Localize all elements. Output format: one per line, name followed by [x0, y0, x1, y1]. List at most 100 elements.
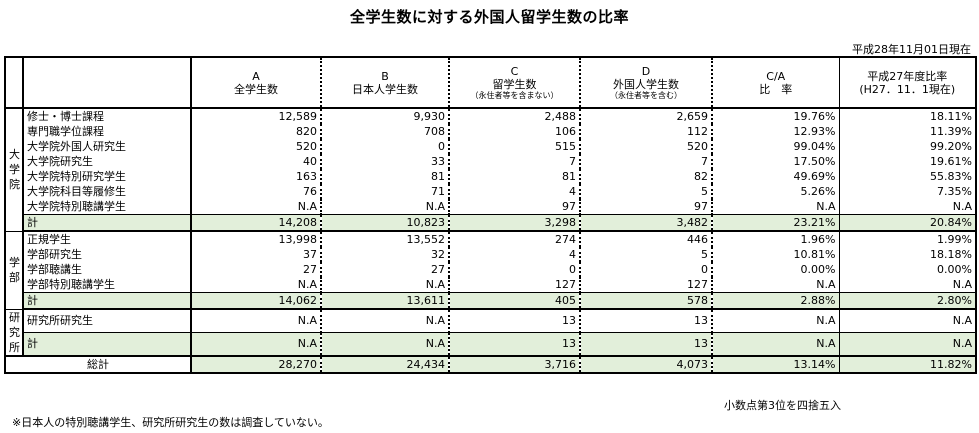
group-label-char: 研 — [9, 310, 20, 324]
header-col-ratio: C/A 比 率 — [712, 56, 840, 109]
col-subnote: （永住者等を含む） — [610, 90, 682, 100]
cell-b: 10,823 — [321, 214, 450, 232]
table-row: 大学院科目等履修生 76 71 4 5 5.26% 7.35% — [5, 184, 977, 199]
cell-a: 40 — [191, 154, 322, 169]
cell-prev: N.A — [839, 308, 977, 333]
footnote: ※日本人の特別聴講学生、研究所研究生の数は調査していない。 — [12, 416, 329, 429]
group-label-char: 院 — [9, 178, 20, 192]
cell-b: 13,552 — [321, 230, 450, 247]
cell-ratio: 23.21% — [712, 214, 840, 232]
cell-ratio: N.A — [712, 277, 840, 293]
cell-ratio: 1.96% — [712, 230, 840, 247]
cell-d: 520 — [580, 139, 713, 154]
row-label: 学部聴講生 — [23, 262, 192, 277]
cell-c: 106 — [449, 124, 581, 139]
cell-ratio: 49.69% — [712, 169, 840, 184]
cell-b: 32 — [321, 247, 450, 262]
table-row: 専門職学位課程 820 708 106 112 12.93% 11.39% — [5, 124, 977, 139]
cell-b: 71 — [321, 184, 450, 199]
cell-b: N.A — [321, 308, 450, 333]
col-code: C/A — [766, 69, 786, 83]
cell-a: 37 — [191, 247, 322, 262]
cell-prev: 20.84% — [839, 214, 977, 232]
cell-prev: 11.39% — [839, 124, 977, 139]
cell-d: 82 — [580, 169, 713, 184]
row-label: 大学院外国人研究生 — [23, 139, 192, 154]
rounding-note: 小数点第3位を四捨五入 — [724, 399, 841, 412]
grand-total-row: 総計 28,270 24,434 3,716 4,073 13.14% 11.82% — [4, 354, 977, 374]
cell-b: 0 — [321, 139, 450, 154]
cell-a: 14,062 — [191, 292, 322, 310]
cell-d: 3,482 — [580, 214, 713, 232]
table-row: 学部研究生 37 32 4 5 10.81% 18.18% — [5, 247, 977, 262]
cell-b: N.A — [321, 199, 450, 215]
cell-c: 13 — [449, 308, 581, 333]
cell-prev: 0.00% — [839, 262, 977, 277]
table-row: 研究所研究所研究生 N.A N.A 13 13 N.A N.A — [4, 308, 977, 356]
table-row: 大学院研究生 40 33 7 7 17.50% 19.61% — [5, 154, 977, 169]
as-of-date: 平成28年11月01日現在 — [852, 43, 971, 56]
cell-prev: 18.11% — [839, 108, 977, 124]
cell-ratio: 10.81% — [712, 247, 840, 262]
subtotal-row: 計 14,208 10,823 3,298 3,482 23.21% 20.84% — [5, 214, 977, 232]
table-row: 大学院特別聴講学生 N.A N.A 97 97 N.A N.A — [5, 199, 977, 215]
cell-b: 33 — [321, 154, 450, 169]
cell-ratio: 17.50% — [712, 154, 840, 169]
cell-c: 97 — [449, 199, 581, 215]
group-label-char: 部 — [9, 271, 20, 284]
cell-a: N.A — [191, 277, 322, 293]
table-row: 大学院修士・博士課程 12,589 9,930 2,488 2,659 19.76% 18.… — [4, 108, 977, 231]
row-label: 正規学生 — [23, 230, 192, 247]
cell-a: N.A — [191, 308, 322, 333]
group-label-char: 所 — [9, 340, 20, 354]
cell-c: 81 — [449, 169, 581, 184]
row-label: 研究所研究生 — [23, 308, 192, 333]
group-label: 学部 — [4, 230, 24, 309]
cell-a: 820 — [191, 124, 322, 139]
col-name: (H27．11．1現在) — [859, 82, 956, 96]
col-name: 外国人学生数 — [613, 77, 679, 91]
cell-a: N.A — [191, 199, 322, 215]
cell-b: 708 — [321, 124, 450, 139]
cell-d: 5 — [580, 247, 713, 262]
group-label: 研究所 — [4, 308, 24, 356]
page-title: 全学生数に対する外国人留学生数の比率 — [349, 8, 629, 26]
cell-ratio: N.A — [712, 308, 840, 333]
group-label-char: 究 — [9, 325, 20, 339]
table-row: 学部正規学生 13,998 13,552 274 446 1.96% 1.99% — [4, 230, 977, 309]
ratio-table: A 全学生数 B 日本人学生数 C 留学生数 （永住者等を含まない） D 外国人学生数 （永… — [4, 56, 977, 374]
cell-ratio: 19.76% — [712, 108, 840, 124]
header-col-d: D 外国人学生数 （永住者等を含む） — [580, 56, 713, 109]
group-label-char: 学 — [9, 163, 20, 177]
row-label: 大学院特別聴講学生 — [23, 199, 192, 215]
cell-c: 3,716 — [449, 354, 581, 374]
row-label: 大学院研究生 — [23, 154, 192, 169]
cell-prev: 18.18% — [839, 247, 977, 262]
col-name: 日本人学生数 — [352, 82, 418, 96]
col-code: D — [641, 64, 651, 78]
header-col-c: C 留学生数 （永住者等を含まない） — [449, 56, 581, 109]
cell-a: 163 — [191, 169, 322, 184]
cell-d: 127 — [580, 277, 713, 293]
cell-ratio: 2.88% — [712, 292, 840, 310]
group-label-char: 大 — [9, 148, 20, 162]
row-label: 大学院特別研究学生 — [23, 169, 192, 184]
group-label: 大学院 — [4, 108, 24, 231]
cell-d: 97 — [580, 199, 713, 215]
table-row: 学部特別聴講学生 N.A N.A 127 127 N.A N.A — [5, 277, 977, 293]
cell-prev: 19.61% — [839, 154, 977, 169]
table-row: 学部聴講生 27 27 0 0 0.00% 0.00% — [5, 262, 977, 277]
cell-ratio: 99.04% — [712, 139, 840, 154]
cell-b: N.A — [321, 277, 450, 293]
header-col-a: A 全学生数 — [191, 56, 322, 109]
table-row: 大学院外国人研究生 520 0 515 520 99.04% 99.20% — [5, 139, 977, 154]
cell-prev: N.A — [839, 277, 977, 293]
cell-d: 5 — [580, 184, 713, 199]
group-label-char: 学 — [9, 256, 20, 269]
row-label: 修士・博士課程 — [23, 108, 192, 124]
header-category — [23, 56, 192, 109]
row-label: 大学院科目等履修生 — [23, 184, 192, 199]
header-corner — [4, 56, 24, 109]
cell-a: N.A — [191, 331, 322, 357]
cell-c: 0 — [449, 262, 581, 277]
